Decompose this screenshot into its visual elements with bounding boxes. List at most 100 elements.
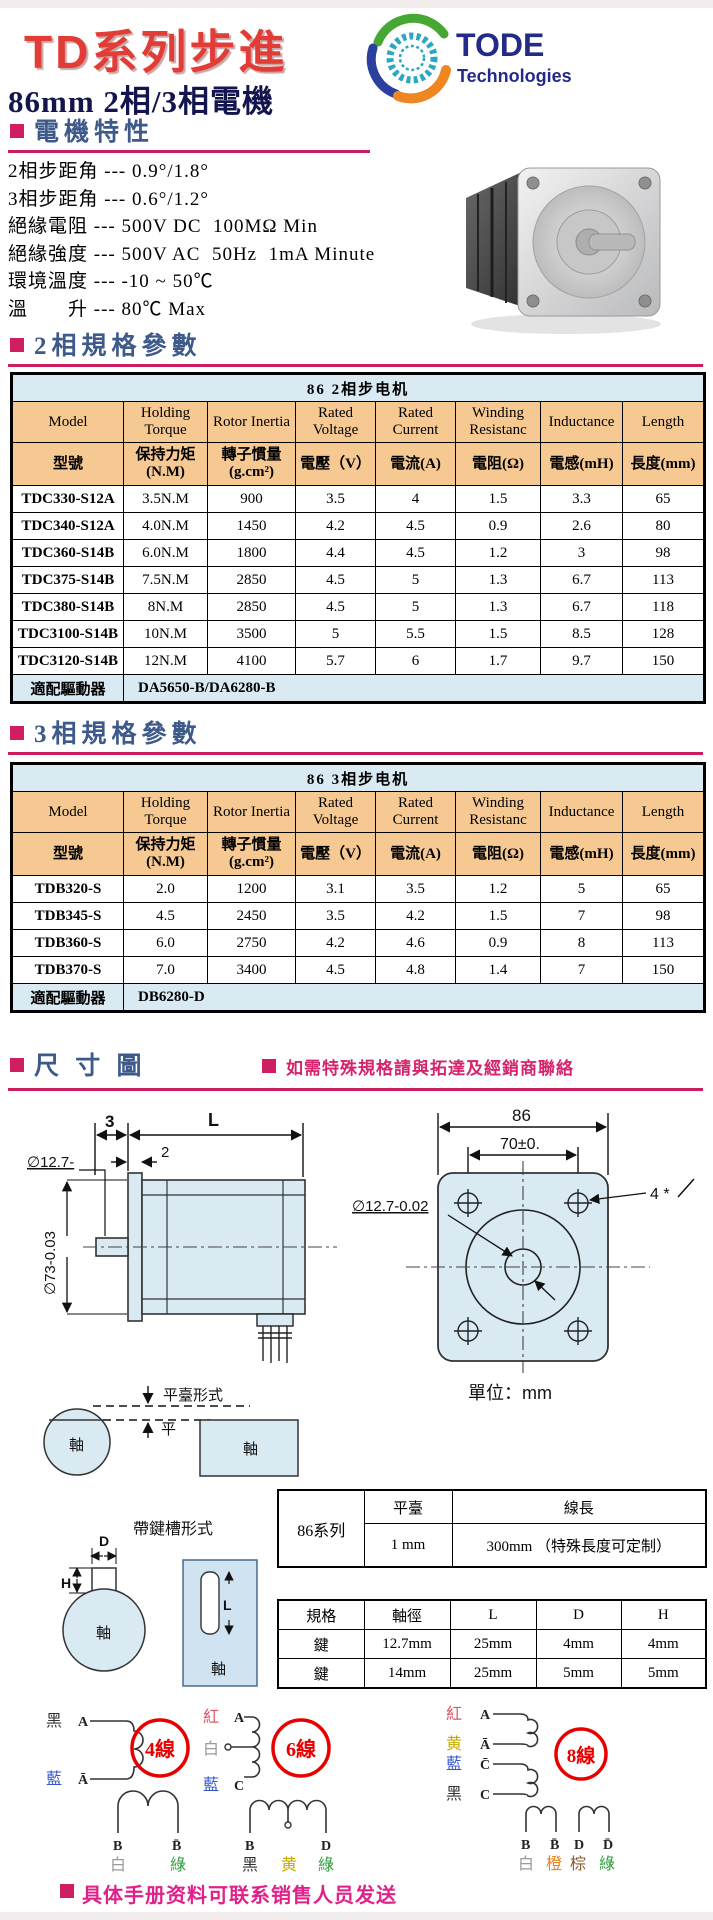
wire-color-label: 綠	[599, 1855, 615, 1873]
shaft-side-flat	[199, 1419, 299, 1477]
coil-phase-b	[525, 1805, 557, 1832]
table-cell: 3.5	[295, 485, 376, 513]
keyway-slot	[200, 1571, 220, 1635]
page-bottom-border	[0, 1912, 713, 1920]
table-cell: 7	[540, 956, 623, 984]
key-form-drawing: 帶鍵槽形式 D H 軸 L 軸	[61, 1520, 258, 1687]
table-title-row: 86 3相步电机	[10, 763, 706, 792]
table-cell: 80	[621, 512, 706, 540]
dim-front-label: 3	[105, 1112, 114, 1131]
wire-terminal-label: C	[480, 1788, 490, 1803]
wire-color-label: 紅	[446, 1705, 462, 1723]
table-row: TDB370-S 7.0 3400 4.5 4.8 1.4 7 150	[11, 956, 706, 984]
table-cell: 2850	[207, 566, 296, 594]
special-spec-note: 如需特殊規格請與拓達及經銷商聯絡	[286, 1059, 574, 1078]
table-cell: TDB360-S	[11, 929, 124, 957]
table-row: TDC380-S14B 8N.M 2850 4.5 5 1.3 6.7 118	[11, 593, 706, 621]
col-header: L	[449, 1599, 537, 1630]
table-cell: 0.9	[455, 929, 541, 957]
wire-color-label: 綠	[170, 1856, 186, 1874]
table-cell: 150	[621, 647, 706, 675]
center-tap-node	[284, 1821, 292, 1829]
col-header: Holding Torque	[123, 401, 208, 443]
table-cell: 12.7mm	[363, 1629, 451, 1659]
dim-length-label: L	[208, 1110, 219, 1130]
table-cell: 4100	[207, 647, 296, 675]
table-body: TDC330-S12A 3.5N.M 900 3.5 4 1.5 3.3 65 TDC340-S…	[11, 485, 706, 675]
driver-label: 適配驅動器	[11, 983, 124, 1012]
table-cell: 25mm	[449, 1629, 537, 1659]
driver-value: DB6280-D	[122, 983, 706, 1012]
col-header: 電流(A)	[375, 442, 456, 486]
table-cell: 4.6	[375, 929, 456, 957]
col-header: Rated Current	[375, 791, 456, 833]
col-header: 規格	[277, 1599, 365, 1630]
table-title: 86 2相步电机	[10, 373, 706, 402]
col-header: 線長	[451, 1489, 707, 1524]
col-header: Rated Voltage	[295, 401, 376, 443]
col-header: Length	[621, 401, 706, 443]
col-header: Inductance	[540, 401, 623, 443]
table-row: TDB360-S 6.0 2750 4.2 4.6 0.9 8 113	[11, 929, 706, 957]
wire-terminal-label: A	[78, 1715, 89, 1730]
key-h-label: H	[61, 1575, 71, 1591]
table-cell: 鍵	[277, 1658, 365, 1689]
shaft-label: 軸	[96, 1625, 111, 1642]
table-cell: 6.0N.M	[123, 539, 208, 567]
wire-terminal-label: C̄	[480, 1758, 490, 1773]
key-form-title: 帶鍵槽形式	[133, 1520, 213, 1538]
col-header: Rated Current	[375, 401, 456, 443]
col-header: Model	[11, 401, 124, 443]
spec-table-2phase: 86 2相步电机 Model Holding Torque Rotor Iner…	[10, 372, 707, 704]
dim-plate-label: 2	[161, 1144, 169, 1161]
table-header-en: Model Holding Torque Rotor Inertia Rated…	[11, 791, 706, 833]
wire-color-label: 棕	[570, 1855, 586, 1873]
table-body: TDB320-S 2.0 1200 3.1 3.5 1.2 5 65 TDB345-S 4.5 24…	[11, 875, 706, 984]
table-cell: 4.0N.M	[123, 512, 208, 540]
coil-phase-a	[90, 1720, 144, 1780]
wire-color-label: 紅	[203, 1708, 219, 1726]
table-cell: 4.5	[123, 902, 208, 930]
col-header: Rotor Inertia	[207, 791, 296, 833]
table-row: TDC360-S14B 6.0N.M 1800 4.4 4.5 1.2 3 98	[11, 539, 706, 567]
col-header: Holding Torque	[123, 791, 208, 833]
col-header: 電流(A)	[375, 832, 456, 876]
table-cell: 4.5	[295, 566, 376, 594]
key-d-label: D	[99, 1533, 109, 1549]
shaft-dia-label: ∅12.7-	[27, 1154, 74, 1171]
table-cell: 98	[621, 902, 706, 930]
table-cell: 4.5	[375, 539, 456, 567]
wire-color-label: 黑	[446, 1786, 462, 1803]
shaft-label: 軸	[243, 1441, 258, 1458]
col-header: 轉子慣量 (g.cm²)	[207, 832, 296, 876]
table-cell: 5.7	[295, 647, 376, 675]
table-cell: 1800	[207, 539, 296, 567]
wire-color-label: 藍	[446, 1755, 462, 1773]
dim-holes-label: 70±0.	[500, 1136, 540, 1153]
col-header: 長度(mm)	[621, 832, 706, 876]
table-cell: 0.9	[455, 512, 541, 540]
table-cell: 1.3	[455, 566, 541, 594]
section-rule	[8, 364, 703, 367]
section-rule	[8, 150, 370, 153]
logo-blue-arc	[366, 43, 401, 99]
flat-form-drawing: 平臺形式 平 軸 軸	[43, 1386, 299, 1477]
wire-color-label: 白	[110, 1856, 126, 1874]
side-view-drawing: 3 L 2 ∅12.7- ∅73-0.03	[27, 1110, 337, 1363]
feature-item: 2相步距角 --- 0.9°/1.8°	[8, 161, 209, 182]
col-header: Winding Resistanc	[455, 401, 541, 443]
table-cell: 3.1	[295, 875, 376, 903]
wire-terminal-label: D	[321, 1839, 331, 1854]
footer-bullet	[60, 1884, 74, 1898]
series-cell: 86系列	[277, 1489, 365, 1568]
badge-label: 8線	[567, 1744, 596, 1767]
feature-item: 環境溫度 --- -10 ~ 50℃	[8, 271, 214, 292]
feature-item: 3相步距角 --- 0.6°/1.2°	[8, 188, 209, 210]
wire-terminal-label: B	[113, 1839, 122, 1854]
coil-phase-ac	[228, 1716, 261, 1778]
table-footer-row: 適配驅動器 DA5650-B/DA6280-B	[11, 674, 706, 703]
shaft-section-key	[62, 1588, 146, 1672]
table-cell: TDC375-S14B	[11, 566, 124, 594]
table-cell: TDC3120-S14B	[11, 647, 124, 675]
table-body: 鍵 12.7mm 25mm 4mm 4mm 鍵 14mm 25mm 5mm 5mm	[277, 1629, 707, 1689]
